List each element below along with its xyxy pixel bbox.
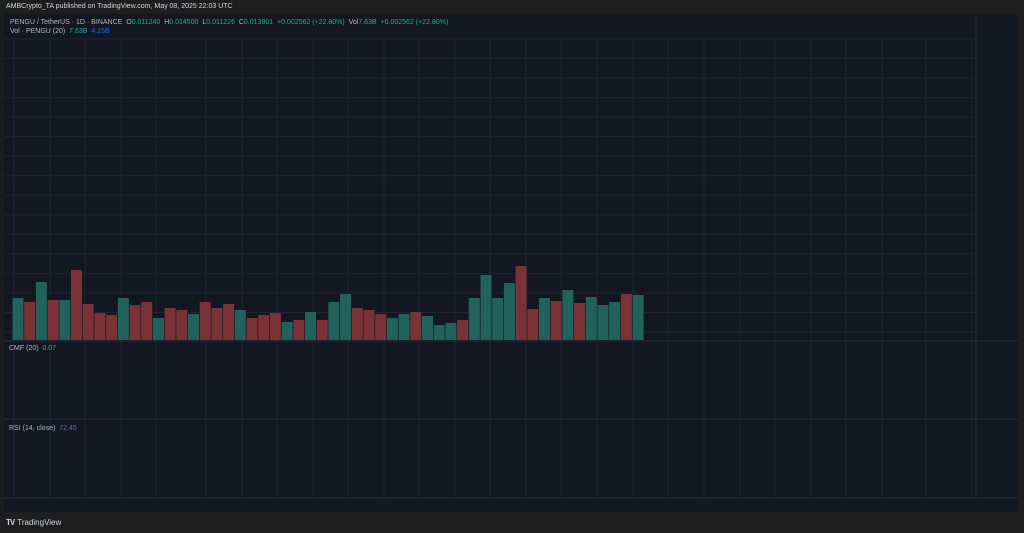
volume-bar — [305, 312, 316, 340]
volume-study-value: 7.63B — [69, 28, 88, 35]
volume-bar — [246, 318, 258, 340]
cmf-value: 0.07 — [42, 345, 57, 352]
volume-bar — [515, 266, 527, 340]
volume-bar — [597, 305, 609, 340]
volume-bar — [609, 302, 621, 340]
volume-bar — [363, 310, 375, 340]
volume-bar — [117, 298, 129, 340]
volume-bar — [328, 302, 340, 340]
volume-bar — [234, 310, 246, 340]
volume-bar — [152, 318, 164, 340]
volume-bar — [293, 320, 305, 340]
volume-bar — [211, 308, 223, 340]
volume-bar — [445, 323, 457, 340]
symbol-title[interactable]: PENGU / TetherUS · 1D · BINANCE — [10, 19, 123, 26]
change-value-2: +0.002562 (+22.80%) — [380, 19, 449, 26]
high-value: 0.014500 — [169, 19, 199, 26]
volume-bar — [340, 294, 352, 340]
volume-bar — [82, 304, 94, 340]
publish-banner: AMBCrypto_TA published on TradingView.co… — [6, 3, 233, 10]
volume-bar — [468, 298, 480, 340]
volume-bar — [492, 298, 504, 340]
vol-label: Vol — [348, 19, 359, 26]
volume-bar — [223, 304, 235, 340]
volume-bar — [106, 315, 118, 340]
volume-bar — [539, 298, 550, 340]
open-label: O — [126, 19, 132, 26]
low-value: 0.011226 — [206, 19, 235, 26]
vol-value: 7.63B — [358, 19, 377, 26]
volume-bar — [94, 313, 106, 340]
volume-bar — [574, 303, 586, 340]
volume-bar — [386, 318, 398, 340]
volume-bar — [71, 270, 82, 340]
volume-ma-value: 4.15B — [91, 28, 110, 35]
volume-bar — [550, 301, 562, 340]
rsi-label[interactable]: RSI (14, close) — [9, 425, 56, 432]
rsi-legend: RSI (14, close) 72.45 — [9, 425, 77, 432]
volume-bar — [24, 302, 36, 340]
cmf-label[interactable]: CMF (20) — [9, 345, 39, 352]
tradingview-logo-icon: TV — [6, 518, 15, 527]
volume-bar — [59, 300, 71, 340]
volume-bar — [422, 316, 433, 340]
volume-bar — [141, 302, 153, 340]
volume-legend: Vol · PENGU (20) 7.63B 4.15B — [10, 28, 110, 35]
open-value: 0.011240 — [131, 19, 161, 26]
volume-bar — [398, 314, 410, 340]
volume-bar — [527, 309, 539, 340]
volume-bar — [199, 302, 211, 340]
volume-bar — [620, 294, 632, 340]
volume-bar — [433, 325, 445, 340]
volume-bar — [164, 308, 176, 340]
cmf-legend: CMF (20) 0.07 — [9, 345, 56, 352]
volume-bar — [410, 312, 422, 340]
volume-bar — [12, 298, 24, 340]
volume-bar — [585, 297, 597, 340]
volume-bar — [503, 283, 515, 340]
volume-bar — [632, 295, 644, 340]
close-value: 0.013801 — [243, 19, 274, 26]
volume-study-label[interactable]: Vol · PENGU (20) — [10, 28, 66, 35]
volume-bar — [129, 305, 141, 340]
chart-background — [4, 14, 1018, 512]
rsi-value: 72.45 — [59, 425, 77, 432]
volume-bar — [258, 315, 270, 340]
volume-bar — [281, 322, 293, 340]
volume-bar — [35, 282, 47, 340]
volume-bar — [351, 308, 363, 340]
volume-bar — [188, 314, 199, 340]
chart-canvas[interactable] — [4, 14, 1018, 512]
volume-bar — [562, 290, 574, 340]
close-label: C — [238, 19, 244, 26]
volume-bar — [316, 320, 328, 340]
tradingview-brand: TradingView — [17, 518, 62, 527]
volume-bar — [457, 320, 469, 340]
tradingview-footer: TV TradingView — [6, 518, 61, 527]
symbol-legend: PENGU / TetherUS · 1D · BINANCE O0.01124… — [10, 19, 448, 26]
volume-bar — [375, 314, 387, 340]
change-value: +0.002562 (+22.80%) — [277, 19, 345, 26]
volume-bar — [269, 313, 281, 340]
high-label: H — [164, 19, 170, 26]
volume-bar — [176, 310, 188, 340]
low-label: L — [202, 19, 207, 26]
volume-bar — [480, 275, 492, 340]
volume-bar — [47, 300, 59, 340]
chart-area[interactable] — [4, 14, 1018, 512]
